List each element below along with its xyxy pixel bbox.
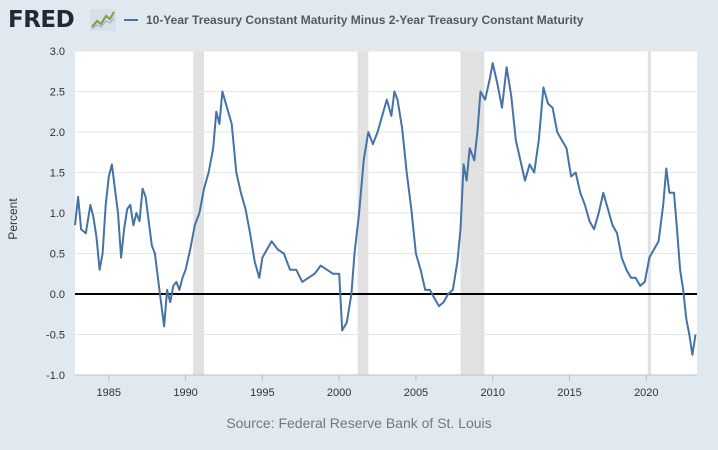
y-tick-label: 2.5 <box>50 87 65 99</box>
fred-chart-icon <box>90 9 116 31</box>
chart-header: FRED 10-Year Treasury Constant Maturity … <box>0 0 718 40</box>
y-tick-label: -0.5 <box>46 330 65 342</box>
y-axis-label: Percent <box>6 198 20 240</box>
legend-swatch <box>124 19 138 21</box>
series-line[interactable] <box>74 62 697 356</box>
source-note: Source: Federal Reserve Bank of St. Loui… <box>226 415 492 431</box>
y-tick-label: 1.0 <box>50 208 65 220</box>
y-tick-label: 2.0 <box>50 127 65 139</box>
x-tick-label: 1985 <box>97 387 121 399</box>
x-tick-label: 1990 <box>173 387 197 399</box>
y-tick-label: -1.0 <box>46 370 65 382</box>
x-tick-label: 2010 <box>480 387 504 399</box>
chart-legend: 10-Year Treasury Constant Maturity Minus… <box>124 11 583 29</box>
y-tick-label: 3.0 <box>50 46 65 58</box>
x-tick-label: 2020 <box>634 387 658 399</box>
y-tick-label: 1.5 <box>50 168 65 180</box>
x-tick-label: 2000 <box>327 387 351 399</box>
y-tick-label: 0.5 <box>50 249 65 261</box>
fred-logo[interactable]: FRED <box>8 7 75 33</box>
x-tick-label: 1995 <box>250 387 274 399</box>
x-tick-label: 2005 <box>404 387 428 399</box>
x-tick-label: 2015 <box>557 387 581 399</box>
y-tick-label: 0.0 <box>50 289 65 301</box>
legend-label: 10-Year Treasury Constant Maturity Minus… <box>146 13 584 27</box>
